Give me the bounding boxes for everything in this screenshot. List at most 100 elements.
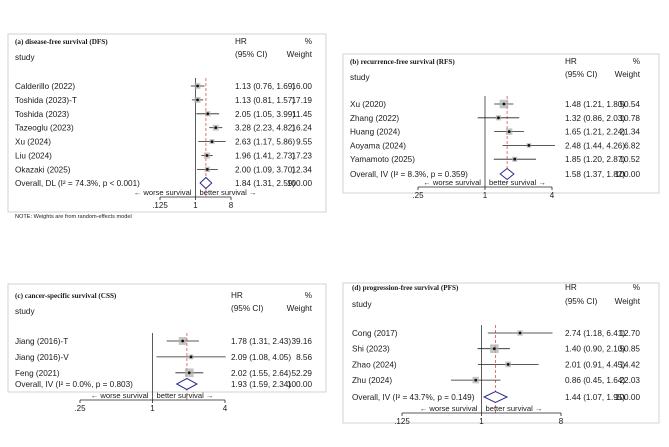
column-header-ci: (95% CI): [235, 50, 268, 59]
panel-frame: [342, 282, 660, 424]
study-point: [206, 112, 210, 116]
x-label-better: better survival →: [486, 404, 543, 413]
study-hr-ci: 2.74 (1.18, 6.41): [565, 329, 625, 338]
study-label: Aoyama (2024): [350, 141, 406, 150]
study-label: Jiang (2016)-T: [15, 337, 68, 346]
overall-diamond: [499, 167, 515, 181]
study-point: [507, 130, 511, 134]
column-header-study: study: [15, 307, 35, 316]
study-label: Zhu (2024): [352, 376, 392, 385]
study-point: [527, 144, 531, 147]
x-tick-label: 4: [550, 191, 555, 200]
column-header-weight: Weight: [287, 304, 313, 313]
overall-hr-ci: 1.44 (1.07, 1.95): [565, 393, 625, 402]
study-hr-ci: 2.05 (1.05, 3.99): [235, 110, 295, 119]
study-hr-ci: 3.28 (2.23, 4.82): [235, 124, 295, 133]
x-label-better: better survival →: [489, 178, 546, 187]
overall-hr-ci: 1.58 (1.37, 1.82): [565, 170, 625, 179]
study-point: [502, 102, 506, 106]
study-hr-ci: 2.01 (0.91, 4.45): [565, 360, 625, 369]
column-header-hr: HR: [231, 291, 243, 300]
study-weight: 52.29: [292, 369, 313, 378]
column-header-study: study: [15, 53, 35, 62]
study-weight: 50.54: [620, 100, 641, 109]
study-weight: 6.82: [624, 141, 640, 150]
study-label: Calderillo (2022): [15, 82, 75, 91]
column-header-ci: (95% CI): [231, 304, 264, 313]
study-hr-ci: 2.48 (1.44, 4.26): [565, 141, 625, 150]
study-weight: 10.52: [620, 155, 641, 164]
x-tick-label: 1: [483, 191, 488, 200]
study-point: [205, 168, 209, 171]
study-point: [181, 339, 185, 343]
study-point: [214, 126, 218, 130]
column-header-weight: Weight: [287, 50, 313, 59]
overall-hr-ci: 1.93 (1.59, 2.34): [231, 380, 291, 389]
panel-title: (d) progression-free survival (PFS): [352, 284, 459, 292]
study-point: [492, 347, 496, 351]
study-label: Feng (2021): [15, 369, 60, 378]
x-tick-label: 1: [479, 417, 484, 426]
study-point: [513, 157, 517, 161]
x-label-worse: ← worse survival: [423, 178, 481, 187]
study-weight: 8.56: [296, 353, 312, 362]
panel-frame: [342, 53, 660, 194]
forest-panel-c: (c) cancer-specific survival (CSS) study H…: [7, 283, 327, 413]
x-tick-label: 8: [229, 201, 234, 210]
column-header-hr: HR: [565, 57, 577, 66]
overall-weight: 100.00: [287, 380, 312, 389]
study-weight: 11.45: [292, 110, 312, 119]
study-hr-ci: 2.00 (1.09, 3.70): [235, 165, 295, 174]
study-hr-ci: 2.02 (1.55, 2.64): [231, 369, 291, 378]
x-tick-label: .25: [74, 404, 86, 413]
study-hr-ci: 1.96 (1.41, 2.73): [235, 152, 295, 161]
study-hr-ci: 1.65 (1.21, 2.24): [565, 128, 625, 137]
study-weight: 50.85: [620, 345, 641, 354]
study-point: [187, 371, 191, 375]
overall-diamond: [175, 377, 199, 391]
study-hr-ci: 1.13 (0.81, 1.57): [235, 96, 295, 105]
study-weight: 16.24: [292, 124, 313, 133]
x-label-better: better survival →: [200, 188, 257, 197]
study-weight: 22.03: [620, 376, 641, 385]
study-label: Toshida (2023)-T: [15, 96, 77, 105]
study-label: Zhao (2024): [352, 360, 397, 369]
panel-title: (a) disease-free survival (DFS): [15, 38, 108, 46]
study-weight: 9.55: [296, 138, 312, 147]
column-header-pct: %: [633, 283, 640, 292]
overall-weight: 100.00: [287, 179, 312, 188]
x-tick-label: 4: [223, 404, 228, 413]
study-hr-ci: 1.40 (0.90, 2.10): [565, 345, 625, 354]
column-header-ci: (95% CI): [565, 70, 598, 79]
study-point: [497, 116, 500, 120]
panel-frame: [7, 283, 327, 393]
x-tick-label: 1: [193, 201, 198, 210]
study-point: [210, 140, 214, 144]
study-point: [506, 363, 510, 366]
study-weight: 10.78: [620, 114, 641, 123]
study-hr-ci: 1.78 (1.31, 2.43): [231, 337, 291, 346]
study-weight: 21.34: [620, 128, 641, 137]
study-label: Huang (2024): [350, 128, 400, 137]
column-header-pct: %: [305, 291, 312, 300]
overall-weight: 100.00: [615, 170, 640, 179]
weights-note: NOTE: Weights are from random-effects mo…: [15, 214, 132, 220]
overall-label: Overall, IV (I² = 0.0%, p = 0.803): [15, 380, 133, 389]
forest-panel-b: (b) recurrence-free survival (RFS) study H…: [342, 53, 660, 200]
x-tick-label: 8: [559, 417, 564, 426]
study-point: [474, 378, 478, 382]
study-label: Tazeoglu (2023): [15, 124, 74, 133]
study-label: Shi (2023): [352, 345, 390, 354]
study-label: Yamamoto (2025): [350, 155, 415, 164]
column-header-study: study: [350, 73, 370, 82]
column-header-weight: Weight: [615, 297, 641, 306]
study-label: Zhang (2022): [350, 114, 399, 123]
study-point: [518, 331, 522, 335]
x-tick-label: .125: [152, 201, 168, 210]
overall-hr-ci: 1.84 (1.31, 2.59): [235, 179, 295, 188]
study-label: Xu (2024): [15, 138, 51, 147]
study-hr-ci: 1.32 (0.86, 2.03): [565, 114, 625, 123]
study-label: Liu (2024): [15, 152, 52, 161]
study-weight: 17.23: [292, 152, 313, 161]
